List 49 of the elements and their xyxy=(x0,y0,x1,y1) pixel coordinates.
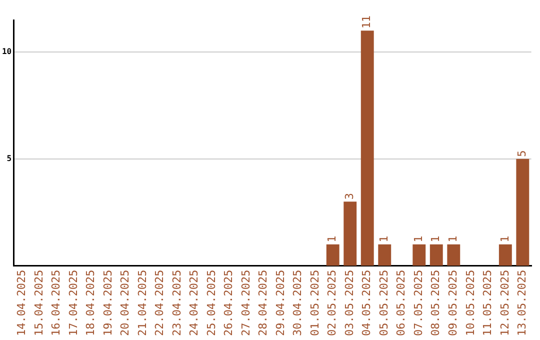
x-tick-label: 19.04.2025 xyxy=(101,270,114,336)
data-label: 1 xyxy=(412,236,425,242)
x-tick-label: 13.05.2025 xyxy=(516,270,529,336)
bar xyxy=(360,30,374,266)
x-tick-label: 15.04.2025 xyxy=(32,270,46,336)
x-tick-label: 27.04.2025 xyxy=(239,270,252,336)
x-tick-label: 22.04.2025 xyxy=(153,270,166,336)
bar xyxy=(447,244,460,266)
data-label: 5 xyxy=(516,150,529,157)
data-label: 1 xyxy=(498,236,512,242)
x-tick-label: 18.04.2025 xyxy=(84,270,98,336)
data-label: 11 xyxy=(360,15,374,29)
bar xyxy=(412,244,426,266)
x-tick-label: 03.05.2025 xyxy=(342,270,356,336)
x-tick-label: 07.05.2025 xyxy=(412,270,425,336)
x-tick-label: 26.04.2025 xyxy=(222,270,236,336)
x-tick-label: 09.05.2025 xyxy=(446,270,460,336)
data-label: 1 xyxy=(446,236,460,242)
x-tick-label: 04.05.2025 xyxy=(360,270,374,336)
x-tick-label: 23.04.2025 xyxy=(170,270,184,336)
x-tick-label: 01.05.2025 xyxy=(308,270,322,336)
bar xyxy=(430,244,443,266)
bar xyxy=(344,202,357,266)
x-tick-label: 05.05.2025 xyxy=(377,270,390,336)
bar xyxy=(516,158,530,266)
x-tick-label: 25.04.2025 xyxy=(204,270,218,336)
x-tick-label: 12.05.2025 xyxy=(498,270,512,336)
x-tick-label: 11.05.2025 xyxy=(481,270,494,336)
data-label: 1 xyxy=(429,236,442,242)
data-label: 3 xyxy=(342,193,356,200)
x-tick-label: 20.04.2025 xyxy=(118,270,132,336)
data-label: 1 xyxy=(326,236,339,242)
x-tick-label: 06.05.2025 xyxy=(394,270,408,336)
bar xyxy=(498,244,512,266)
x-tick-label: 29.04.2025 xyxy=(274,270,287,336)
x-tick-label: 08.05.2025 xyxy=(429,270,442,336)
data-label: 1 xyxy=(377,236,390,242)
x-tick-label: 28.04.2025 xyxy=(256,270,270,336)
x-tick-label: 14.04.2025 xyxy=(15,270,28,336)
x-tick-label: 30.04.2025 xyxy=(291,270,304,336)
bar xyxy=(378,244,392,266)
x-tick-label: 16.04.2025 xyxy=(50,270,63,336)
x-tick-label: 10.05.2025 xyxy=(464,270,477,336)
y-tick-label: 10 xyxy=(2,47,12,56)
x-tick-label: 21.04.2025 xyxy=(136,270,149,336)
x-tick-label: 17.04.2025 xyxy=(66,270,80,336)
bar xyxy=(326,244,340,266)
x-tick-label: 02.05.2025 xyxy=(326,270,339,336)
x-tick-label: 24.04.2025 xyxy=(188,270,201,336)
